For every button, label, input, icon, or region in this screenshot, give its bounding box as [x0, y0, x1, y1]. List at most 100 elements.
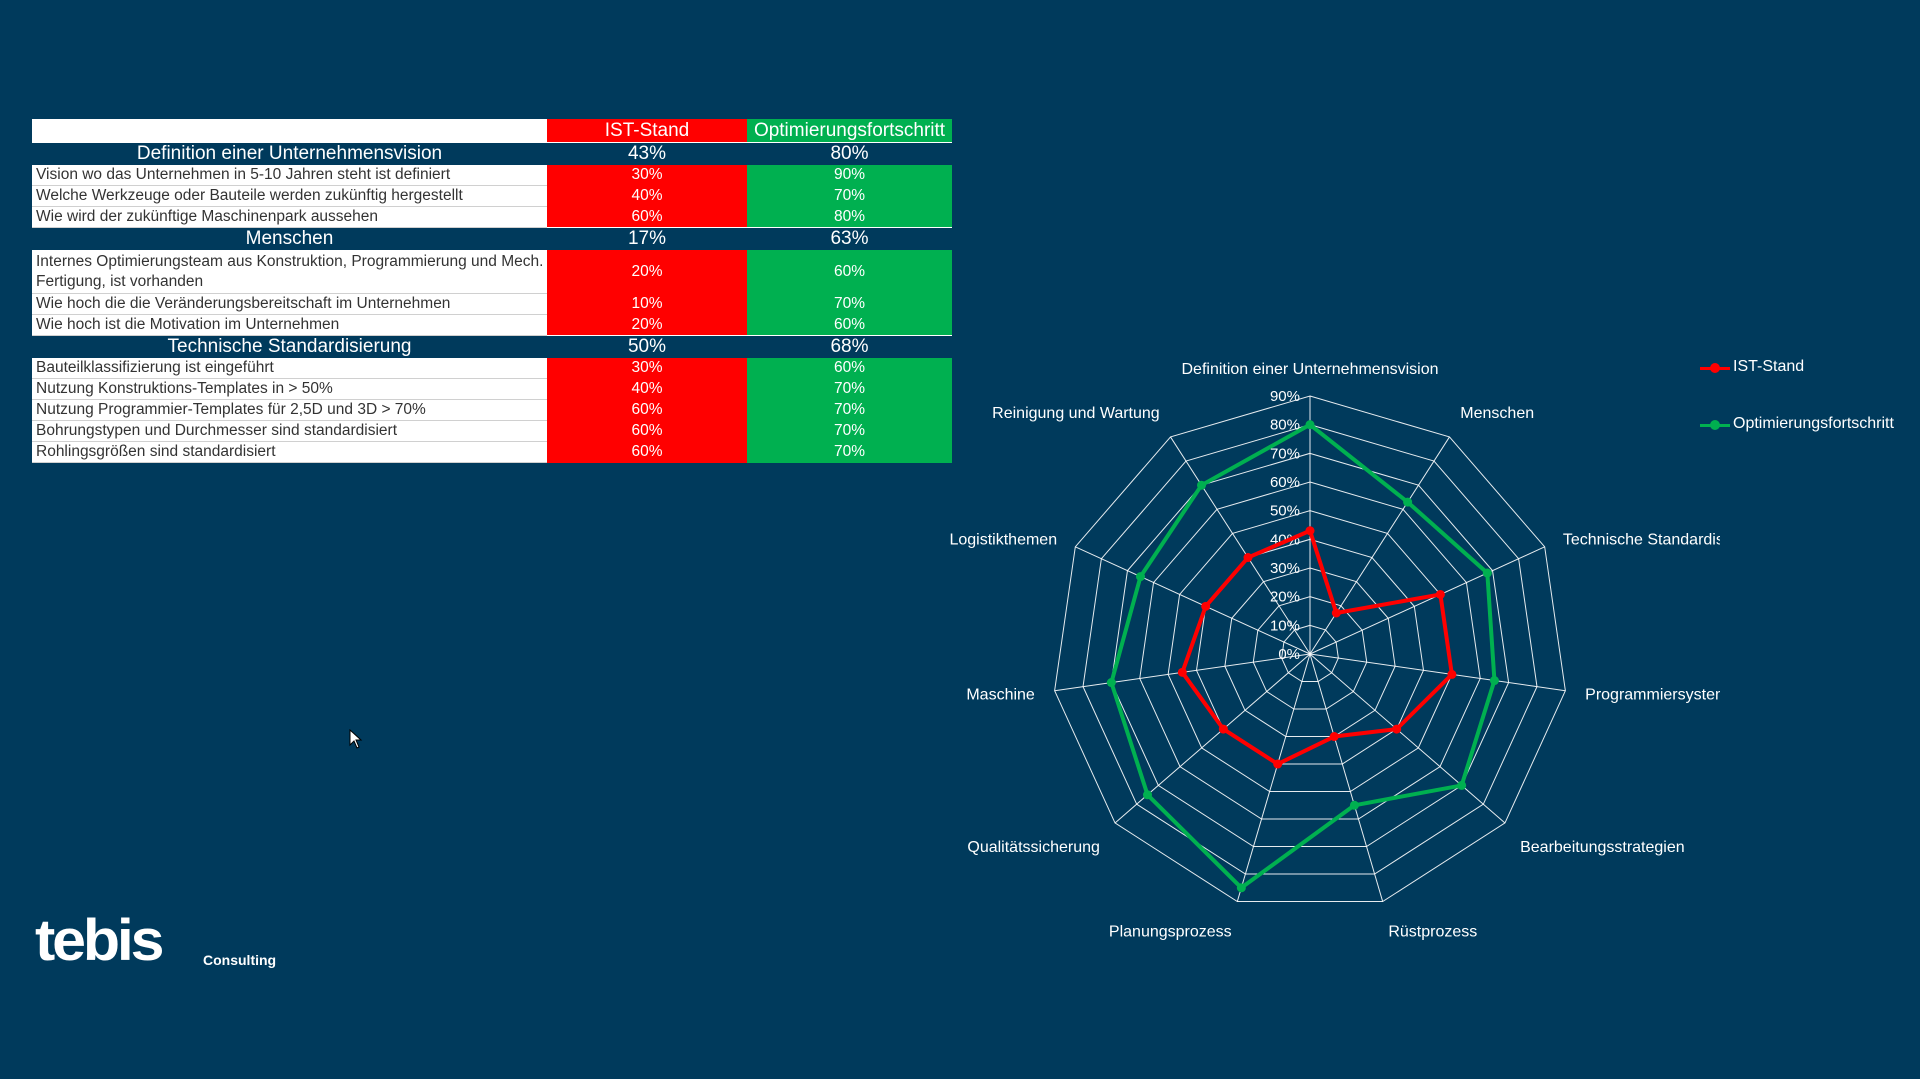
grid-ring	[1110, 452, 1510, 848]
item-ist-value: 60%	[547, 399, 747, 421]
section-title: Technische Standardisierung	[32, 335, 547, 358]
tick-label: 90%	[1270, 388, 1300, 405]
grid-ring	[1139, 481, 1481, 820]
axis-spoke	[1309, 653, 1566, 692]
section-row: Menschen 17% 63%	[32, 227, 952, 250]
series-line	[1180, 528, 1454, 767]
tick-label: 30%	[1270, 560, 1300, 577]
item-opt-value: 60%	[747, 250, 952, 294]
legend-label: IST-Stand	[1733, 358, 1805, 375]
axis-spoke	[1309, 546, 1545, 655]
tick-label: 10%	[1270, 617, 1300, 634]
axis-label: Maschine	[966, 687, 1035, 704]
item-label: Wie wird der zukünftige Maschinenpark au…	[32, 206, 547, 228]
grid-ring	[1082, 424, 1538, 875]
axis-label: Qualitätssicherung	[967, 839, 1100, 856]
item-label: Internes Optimierungsteam aus Konstrukti…	[32, 250, 547, 294]
axis-spoke	[1309, 653, 1384, 902]
axis-label: Definition einer Unternehmensvision	[1181, 361, 1438, 378]
item-label: Bohrungstypen und Durchmesser sind stand…	[32, 420, 547, 442]
data-point	[1403, 497, 1413, 507]
axis-spoke	[1236, 653, 1311, 902]
item-ist-value: 20%	[547, 314, 747, 336]
section-opt-value: 68%	[747, 335, 952, 358]
header-blank-cell	[32, 119, 547, 143]
axis-spoke	[1309, 436, 1450, 655]
data-point	[1243, 553, 1253, 563]
item-ist-value: 60%	[547, 420, 747, 442]
logo-mark: tebis	[34, 908, 165, 973]
item-opt-value: 80%	[747, 206, 952, 228]
section-title: Definition einer Unternehmensvision	[32, 142, 547, 165]
tick-label: 50%	[1270, 503, 1300, 520]
score-table: IST-Stand Optimierungsfortschritt Defini…	[32, 119, 952, 463]
axis-label: Logistikthemen	[949, 532, 1057, 549]
radar-axis-labels: Definition einer Unternehmensvision Mensc…	[949, 361, 1720, 941]
table-row: Welche Werkzeuge oder Bauteile werden zu…	[32, 185, 952, 207]
table-row: Bohrungstypen und Durchmesser sind stand…	[32, 420, 952, 442]
legend-marker	[1710, 363, 1720, 373]
axis-spoke	[1309, 653, 1506, 824]
item-opt-value: 70%	[747, 378, 952, 400]
data-point	[1305, 526, 1315, 536]
data-point	[1329, 732, 1339, 742]
item-label: Nutzung Konstruktions-Templates in > 50%	[32, 378, 547, 400]
radar-chart: 0%10%20%30%40%50%60%70%80%90% Definition…	[949, 361, 1720, 941]
item-opt-value: 70%	[747, 185, 952, 207]
mouse-pointer-icon	[349, 729, 363, 749]
item-opt-value: 70%	[747, 399, 952, 421]
item-opt-value: 60%	[747, 358, 952, 379]
legend-marker	[1710, 420, 1720, 430]
section-opt-value: 63%	[747, 227, 952, 250]
grid-ring	[1054, 395, 1566, 903]
series-line	[1109, 422, 1497, 890]
item-label: Vision wo das Unternehmen in 5-10 Jahren…	[32, 165, 547, 186]
table-row: Internes Optimierungsteam aus Konstrukti…	[32, 250, 952, 294]
section-ist-value: 17%	[547, 227, 747, 250]
item-opt-value: 70%	[747, 441, 952, 463]
item-ist-value: 30%	[547, 165, 747, 186]
series-group	[1106, 420, 1499, 893]
data-point	[1489, 676, 1499, 686]
item-label: Rohlingsgrößen sind standardisiert	[32, 441, 547, 463]
item-opt-value: 90%	[747, 165, 952, 186]
data-point	[1435, 589, 1445, 599]
data-point	[1236, 883, 1246, 893]
data-point	[1201, 601, 1211, 611]
tebis-logo: tebis Consulting	[34, 908, 276, 973]
table-row: Rohlingsgrößen sind standardisiert 60% 70%	[32, 441, 952, 463]
header-optimierungsfortschritt: Optimierungsfortschritt	[747, 119, 952, 143]
item-ist-value: 40%	[547, 378, 747, 400]
item-label: Welche Werkzeuge oder Bauteile werden zu…	[32, 185, 547, 207]
data-point	[1177, 667, 1187, 677]
table-row: Nutzung Programmier-Templates für 2,5D u…	[32, 399, 952, 421]
table-row: Bauteilklassifizierung ist eingeführt 30%…	[32, 358, 952, 379]
table-header-row: IST-Stand Optimierungsfortschritt	[32, 119, 952, 143]
item-ist-value: 60%	[547, 441, 747, 463]
radar-grid	[1054, 395, 1566, 903]
series-group	[1177, 526, 1457, 769]
table-row: Wie hoch ist die Motivation im Unternehm…	[32, 314, 952, 336]
axis-label: Technische Standardisierung	[1563, 532, 1720, 549]
data-point	[1331, 608, 1341, 618]
grid-ring	[1281, 624, 1339, 683]
data-point	[1218, 724, 1228, 734]
section-opt-value: 80%	[747, 142, 952, 165]
data-point	[1136, 572, 1146, 582]
table-body: Definition einer Unternehmensvision 43% 80…	[32, 142, 952, 463]
item-ist-value: 30%	[547, 358, 747, 379]
item-ist-value: 40%	[547, 185, 747, 207]
data-point	[1349, 800, 1359, 810]
tick-label: 70%	[1270, 445, 1300, 462]
axis-label: Bearbeitungsstrategien	[1520, 839, 1685, 856]
header-ist-stand: IST-Stand	[547, 119, 747, 143]
radar-ticks: 0%10%20%30%40%50%60%70%80%90%	[1270, 388, 1300, 663]
data-point	[1143, 790, 1153, 800]
section-title: Menschen	[32, 227, 547, 250]
table-row: Vision wo das Unternehmen in 5-10 Jahren…	[32, 165, 952, 186]
axis-label: Rüstprozess	[1388, 924, 1477, 941]
section-row: Technische Standardisierung 50% 68%	[32, 335, 952, 358]
item-opt-value: 70%	[747, 293, 952, 315]
data-point	[1197, 480, 1207, 490]
data-point	[1482, 568, 1492, 578]
